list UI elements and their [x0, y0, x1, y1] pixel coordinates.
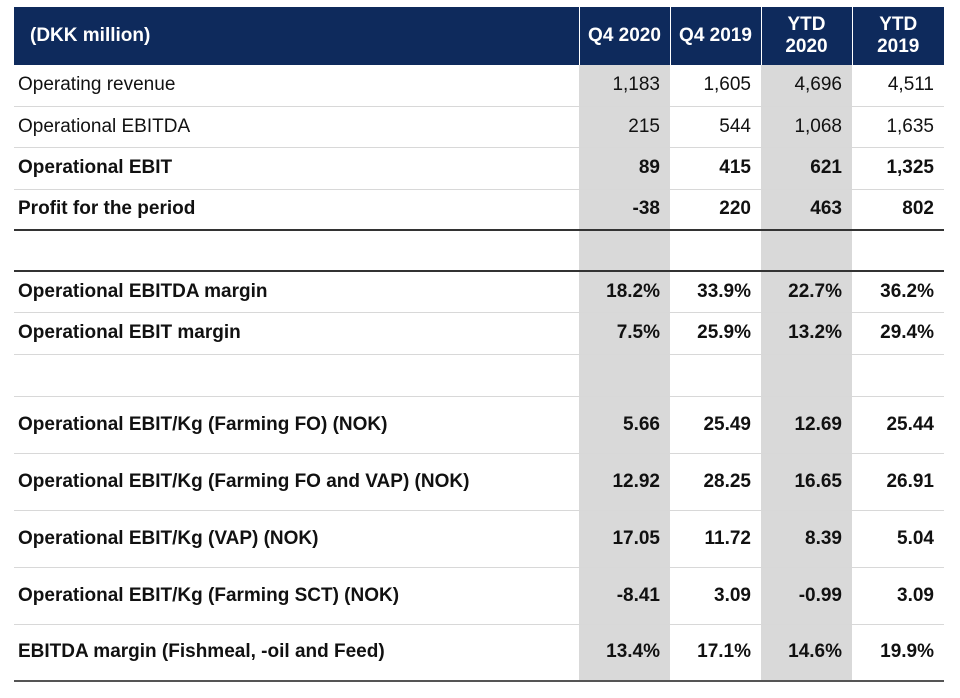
cell-ytd-2020: 22.7% [761, 271, 852, 313]
row-label: Profit for the period [14, 189, 579, 231]
cell-q4-2020: -38 [579, 189, 670, 231]
cell-q4-2020: 12.92 [579, 453, 670, 511]
table-row: Operational EBIT/Kg (Farming FO) (NOK) 5… [14, 396, 944, 454]
cell-ytd-2020 [761, 230, 852, 272]
cell-ytd-2019: 29.4% [852, 312, 944, 355]
cell-q4-2020: 1,183 [579, 65, 670, 107]
cell-ytd-2020: 16.65 [761, 453, 852, 511]
header-label: (DKK million) [14, 7, 579, 65]
header-q4-2019: Q4 2019 [669, 7, 761, 65]
row-label: Operational EBIT/Kg (Farming FO) (NOK) [14, 396, 579, 454]
cell-q4-2019: 33.9% [670, 271, 761, 313]
cell-ytd-2019: 26.91 [852, 453, 944, 511]
cell-ytd-2020: -0.99 [761, 567, 852, 625]
table-row: Operational EBIT/Kg (Farming FO and VAP)… [14, 453, 944, 511]
cell-q4-2020: 5.66 [579, 396, 670, 454]
cell-q4-2019: 25.9% [670, 312, 761, 355]
cell-ytd-2020: 12.69 [761, 396, 852, 454]
spacer-row [14, 230, 944, 272]
header-row: (DKK million) Q4 2020 Q4 2019 YTD 2020 Y… [14, 7, 944, 65]
cell-q4-2019: 544 [670, 106, 761, 148]
row-label [14, 354, 579, 397]
cell-ytd-2020: 13.2% [761, 312, 852, 355]
cell-q4-2019: 11.72 [670, 510, 761, 568]
cell-ytd-2019: 1,635 [852, 106, 944, 148]
cell-q4-2019: 220 [670, 189, 761, 231]
cell-q4-2020: 7.5% [579, 312, 670, 355]
cell-ytd-2019: 19.9% [852, 624, 944, 682]
row-label: Operational EBITDA margin [14, 271, 579, 313]
cell-q4-2020: 215 [579, 106, 670, 148]
header-ytd-2019: YTD 2019 [851, 7, 944, 65]
cell-ytd-2020 [761, 354, 852, 397]
financial-table: (DKK million) Q4 2020 Q4 2019 YTD 2020 Y… [14, 7, 944, 682]
row-label [14, 230, 579, 272]
table-row: Operating revenue 1,183 1,605 4,696 4,51… [14, 65, 944, 107]
row-label: Operating revenue [14, 65, 579, 107]
row-label: Operational EBIT/Kg (VAP) (NOK) [14, 510, 579, 568]
cell-q4-2020: 89 [579, 147, 670, 190]
cell-ytd-2020: 463 [761, 189, 852, 231]
cell-q4-2019: 415 [670, 147, 761, 190]
cell-ytd-2019: 1,325 [852, 147, 944, 190]
row-label: Operational EBIT margin [14, 312, 579, 355]
cell-q4-2019: 25.49 [670, 396, 761, 454]
cell-ytd-2019: 3.09 [852, 567, 944, 625]
row-label: EBITDA margin (Fishmeal, -oil and Feed) [14, 624, 579, 682]
cell-ytd-2020: 14.6% [761, 624, 852, 682]
cell-q4-2020 [579, 354, 670, 397]
cell-q4-2019: 17.1% [670, 624, 761, 682]
cell-ytd-2019: 802 [852, 189, 944, 231]
cell-q4-2019: 28.25 [670, 453, 761, 511]
row-label: Operational EBIT [14, 147, 579, 190]
table-row: Profit for the period -38 220 463 802 [14, 189, 944, 231]
row-label: Operational EBIT/Kg (Farming SCT) (NOK) [14, 567, 579, 625]
cell-ytd-2019: 4,511 [852, 65, 944, 107]
cell-ytd-2020: 8.39 [761, 510, 852, 568]
cell-ytd-2020: 621 [761, 147, 852, 190]
header-ytd-2020: YTD 2020 [760, 7, 852, 65]
row-label: Operational EBITDA [14, 106, 579, 148]
cell-q4-2019 [670, 230, 761, 272]
cell-ytd-2019: 5.04 [852, 510, 944, 568]
cell-q4-2019 [670, 354, 761, 397]
cell-ytd-2020: 1,068 [761, 106, 852, 148]
table-row: Operational EBIT/Kg (VAP) (NOK) 17.05 11… [14, 510, 944, 568]
spacer-row [14, 354, 944, 397]
table-row: Operational EBITDA 215 544 1,068 1,635 [14, 106, 944, 148]
cell-ytd-2019: 25.44 [852, 396, 944, 454]
cell-q4-2019: 1,605 [670, 65, 761, 107]
header-q4-2020: Q4 2020 [578, 7, 670, 65]
cell-q4-2020 [579, 230, 670, 272]
table-row: EBITDA margin (Fishmeal, -oil and Feed) … [14, 624, 944, 682]
cell-q4-2019: 3.09 [670, 567, 761, 625]
cell-ytd-2019 [852, 230, 944, 272]
cell-q4-2020: 13.4% [579, 624, 670, 682]
cell-ytd-2019: 36.2% [852, 271, 944, 313]
cell-q4-2020: 18.2% [579, 271, 670, 313]
cell-ytd-2020: 4,696 [761, 65, 852, 107]
table-row: Operational EBIT margin 7.5% 25.9% 13.2%… [14, 312, 944, 355]
cell-q4-2020: 17.05 [579, 510, 670, 568]
table-row: Operational EBITDA margin 18.2% 33.9% 22… [14, 271, 944, 313]
table-row: Operational EBIT 89 415 621 1,325 [14, 147, 944, 190]
cell-ytd-2019 [852, 354, 944, 397]
cell-q4-2020: -8.41 [579, 567, 670, 625]
table-row: Operational EBIT/Kg (Farming SCT) (NOK) … [14, 567, 944, 625]
row-label: Operational EBIT/Kg (Farming FO and VAP)… [14, 453, 579, 511]
